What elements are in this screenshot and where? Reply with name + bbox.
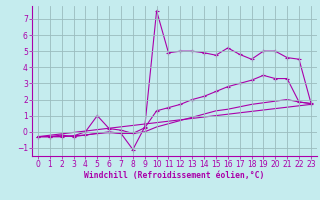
X-axis label: Windchill (Refroidissement éolien,°C): Windchill (Refroidissement éolien,°C) xyxy=(84,171,265,180)
